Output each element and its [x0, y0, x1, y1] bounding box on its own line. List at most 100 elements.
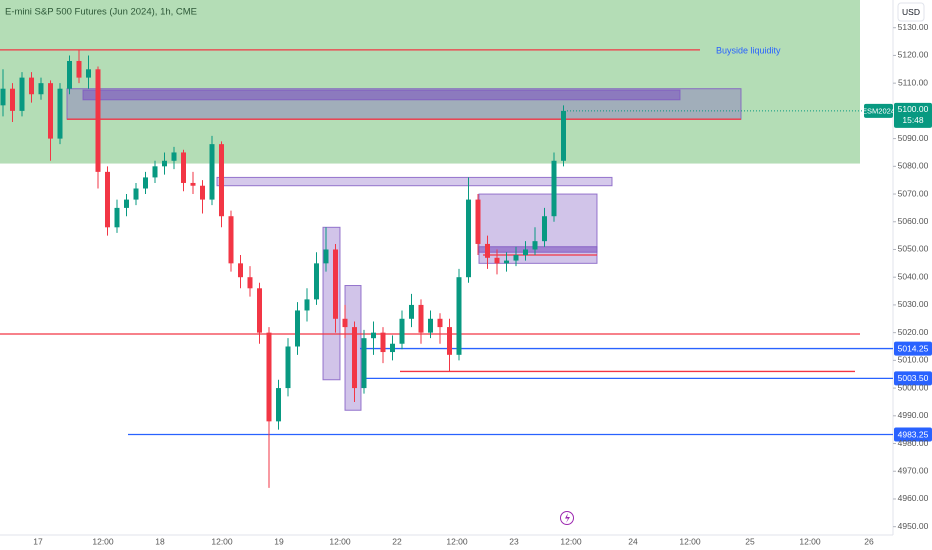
y-tick-label: 5090.00: [898, 133, 929, 143]
candle-body: [238, 263, 243, 278]
candle-body: [0, 88, 6, 106]
candle-body: [152, 166, 158, 178]
candle-body: [57, 88, 63, 139]
event-bolt: [565, 513, 570, 523]
candle-body: [48, 83, 53, 139]
zone: [0, 0, 860, 164]
zone: [216, 176, 613, 187]
candle-body: [323, 249, 329, 264]
x-tick-label: 23: [509, 536, 519, 546]
y-tick-label: 5030.00: [898, 299, 929, 309]
y-tick-label: 5000.00: [898, 382, 929, 392]
candle-body: [504, 260, 509, 264]
zone: [82, 89, 681, 101]
y-tick-label: 5070.00: [898, 188, 929, 198]
candle-body: [95, 69, 101, 172]
candle-body: [523, 249, 528, 256]
y-tick-label: 4950.00: [898, 521, 929, 531]
candle-body: [38, 83, 44, 95]
candle-body: [285, 346, 291, 389]
candle-body: [219, 144, 224, 217]
candle-body: [190, 182, 196, 186]
candle-body: [114, 207, 120, 228]
x-tick-label: 22: [392, 536, 402, 546]
y-tick-label: 5060.00: [898, 216, 929, 226]
price-badge: [894, 102, 932, 128]
symbol-badge: [864, 103, 893, 118]
candle-body: [428, 318, 433, 333]
candles: [0, 49, 566, 488]
y-tick-label: 4960.00: [898, 493, 929, 503]
candle-body: [67, 60, 72, 89]
y-tick-label: 4970.00: [898, 465, 929, 475]
y-tick-label: 5040.00: [898, 271, 929, 281]
x-tick-label: 12:00: [446, 536, 468, 546]
price-badge: [894, 341, 932, 356]
candle-body: [143, 177, 148, 189]
candle-body: [124, 199, 129, 208]
candle-body: [390, 343, 395, 353]
candle-body: [456, 277, 462, 355]
candle-body: [485, 243, 490, 258]
candle-body: [162, 160, 167, 167]
y-tick-label: 5080.00: [898, 161, 929, 171]
candle-body: [494, 257, 500, 264]
y-tick-label: 5110.00: [898, 77, 928, 87]
price-badge-label: 5100.00: [898, 104, 929, 114]
candle-body: [399, 318, 405, 344]
candle-body: [181, 152, 186, 183]
x-tick-label: 24: [628, 536, 638, 546]
candle-body: [247, 277, 253, 289]
event-icon[interactable]: [560, 511, 574, 525]
candle-body: [133, 188, 139, 200]
currency: USD: [902, 7, 920, 17]
candle-body: [276, 388, 281, 422]
candle-body: [257, 288, 262, 333]
candle-body: [29, 77, 34, 95]
candle-body: [314, 263, 319, 300]
candle-body: [342, 318, 348, 328]
symbol-label: ESM2024: [862, 106, 895, 115]
x-tick-label: 12:00: [560, 536, 582, 546]
chart-title: E-mini S&P 500 Futures (Jun 2024), 1h, C…: [5, 7, 197, 18]
y-tick-label: 5050.00: [898, 244, 929, 254]
price-badge-label: 5003.50: [898, 373, 929, 383]
price-badge: [894, 427, 932, 442]
x-tick-label: 12:00: [799, 536, 821, 546]
x-tick-label: 25: [745, 536, 755, 546]
candle-body: [532, 241, 538, 250]
x-tick-label: 12:00: [329, 536, 351, 546]
candle-body: [171, 152, 177, 161]
candle-body: [295, 310, 300, 347]
candle-body: [105, 171, 110, 228]
x-tick-label: 26: [864, 536, 874, 546]
candle-body: [513, 255, 519, 261]
y-tick-label: 4980.00: [898, 438, 929, 448]
y-tick-label: 5020.00: [898, 327, 929, 337]
candle-body: [200, 185, 205, 200]
candle-body: [10, 88, 15, 111]
candle-body: [228, 216, 234, 264]
candle-body: [409, 304, 414, 319]
countdown: 15:48: [902, 115, 924, 125]
price-badge-label: 5014.25: [898, 343, 929, 353]
candle-body: [380, 332, 386, 353]
zone: [478, 246, 598, 253]
candle-body: [551, 160, 557, 217]
candle-body: [266, 332, 272, 422]
candle-body: [437, 318, 443, 328]
candle-body: [76, 60, 82, 78]
currency-box[interactable]: [897, 2, 925, 22]
x-tick-label: 12:00: [92, 536, 114, 546]
candle-body: [304, 299, 310, 311]
y-tick-label: 5130.00: [898, 22, 929, 32]
price-badge-label: 4983.25: [898, 429, 929, 439]
candle-body: [418, 304, 424, 333]
candle-body: [209, 144, 215, 200]
x-tick-label: 12:00: [679, 536, 701, 546]
y-tick-label: 4990.00: [898, 410, 929, 420]
x-tick-label: 12:00: [211, 536, 233, 546]
y-tick-label: 5010.00: [898, 355, 929, 365]
annotation: Buyside liquidity: [716, 45, 781, 55]
